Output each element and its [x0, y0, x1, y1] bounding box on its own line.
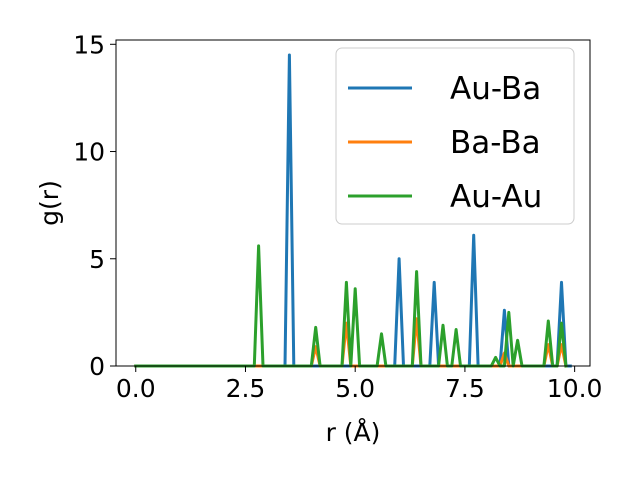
legend-label-au-au: Au-Au: [450, 179, 542, 215]
legend: Au-Ba Ba-Ba Au-Au: [335, 47, 575, 225]
legend-label-au-ba: Au-Ba: [450, 71, 541, 107]
y-tick-label: 0: [89, 352, 105, 381]
x-tick-label: 10.0: [547, 374, 603, 403]
x-tick-label: 7.5: [445, 374, 485, 403]
x-axis-label: r (Å): [326, 418, 381, 447]
plot-frame: [115, 39, 591, 367]
y-tick-label: 10: [73, 138, 105, 167]
x-tick-label: 5.0: [335, 374, 375, 403]
legend-box: [335, 47, 575, 225]
y-tick-label: 15: [73, 30, 105, 59]
legend-label-ba-ba: Ba-Ba: [450, 125, 541, 161]
y-axis-label: g(r): [35, 180, 64, 226]
x-tick-label: 0.0: [116, 374, 156, 403]
x-tick-label: 2.5: [226, 374, 266, 403]
axes-layer: 0.0 2.5 5.0 7.5 10.0 0 5 10 15: [73, 30, 602, 403]
y-tick-label: 5: [89, 245, 105, 274]
